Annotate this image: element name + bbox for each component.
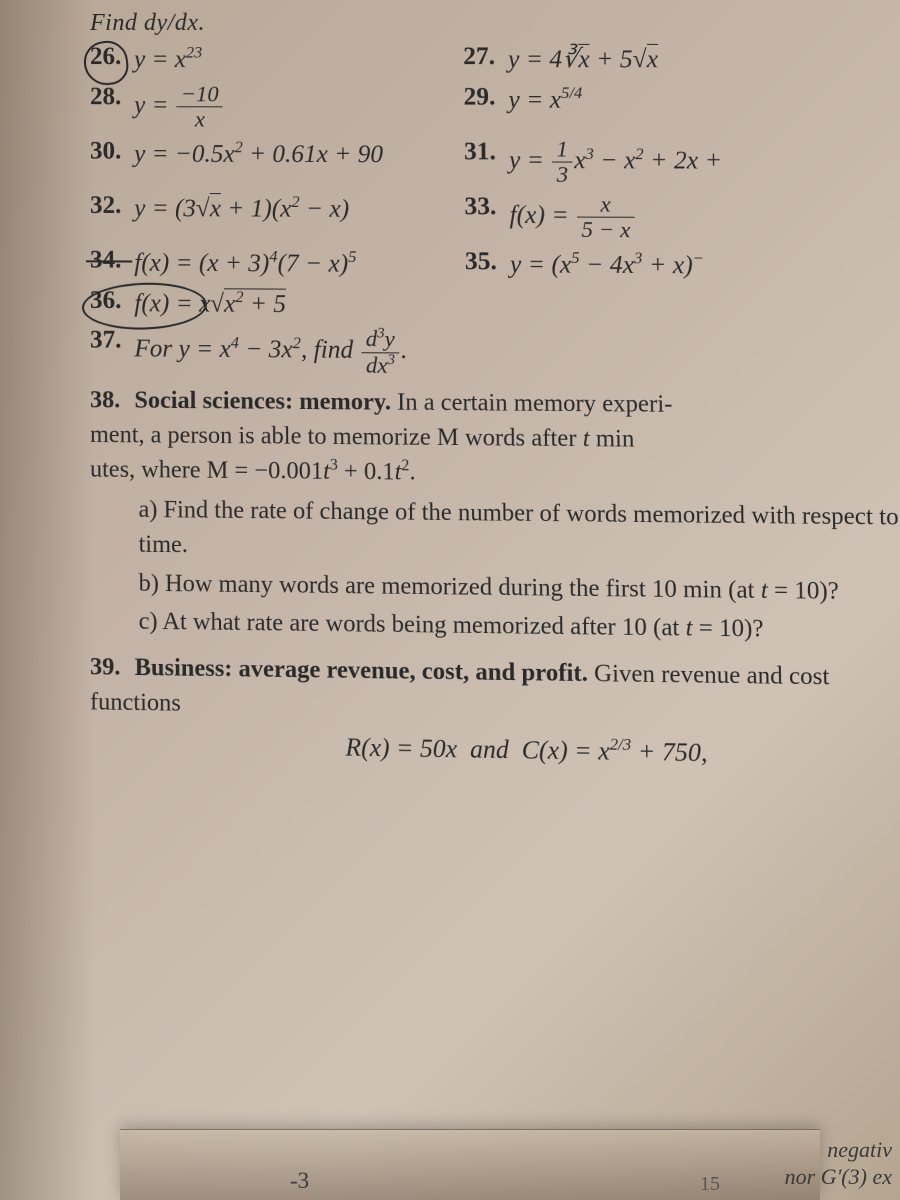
problem-expression: y = 13x3 − x2 + 2x + (509, 138, 723, 187)
problem-row: 26. y = x23 27. y = 4∛x + 5√x (90, 43, 900, 77)
problem-30: 30. y = −0.5x2 + 0.61x + 90 (90, 137, 464, 186)
problem-38b: b) How many words are memorized during t… (90, 566, 900, 610)
problem-38: 38. Social sciences: memory. In a certai… (90, 383, 900, 495)
problem-34: 34. f(x) = (x + 3)4(7 − x)5 (90, 246, 465, 282)
problem-expression: y = x23 (134, 43, 202, 77)
problem-intro: Business: average revenue, cost, and pro… (90, 654, 830, 717)
problem-number: 31. (464, 138, 501, 166)
problem-33: 33. f(x) = x5 − x (464, 193, 900, 244)
problem-number: 36. (90, 286, 126, 315)
problem-39: 39. Business: average revenue, cost, and… (90, 650, 900, 732)
problem-39-equation: R(x) = 50x and C(x) = x2/3 + 750, (131, 731, 900, 772)
problem-38a: a) Find the rate of change of the number… (90, 493, 900, 571)
problem-expression: For y = x4 − 3x2, find d3ydx3. (134, 327, 407, 378)
problem-28: 28. y = −10x (90, 83, 464, 132)
problem-expression: y = 4∛x + 5√x (508, 43, 658, 77)
problem-35: 35. y = (x5 − 4x3 + x)− (465, 247, 900, 284)
problem-expression: f(x) = (x + 3)4(7 − x)5 (134, 246, 356, 281)
problem-32: 32. y = (3√x + 1)(x2 − x) (90, 191, 465, 241)
problem-row: 34. f(x) = (x + 3)4(7 − x)5 35. y = (x5 … (90, 246, 900, 284)
problem-expression: y = (3√x + 1)(x2 − x) (134, 192, 349, 227)
problem-intro: Social sciences: memory. In a certain me… (90, 388, 673, 487)
problem-number: 27. (463, 43, 500, 71)
problem-38c: c) At what rate are words being memorize… (90, 605, 900, 650)
footer-label-left: -3 (290, 1168, 309, 1194)
problem-number: 29. (463, 83, 500, 111)
problem-27: 27. y = 4∛x + 5√x (463, 43, 900, 77)
problem-row: 32. y = (3√x + 1)(x2 − x) 33. f(x) = x5 … (90, 191, 900, 243)
problem-26: 26. y = x23 (90, 43, 463, 77)
problem-expression: y = −10x (134, 83, 225, 131)
problem-row: 28. y = −10x 29. y = x5/4 (90, 83, 900, 133)
problem-number: 33. (464, 193, 501, 222)
section-header: Find dy/dx. (90, 9, 900, 37)
problem-number: 35. (465, 247, 502, 276)
problem-number: 32. (90, 191, 126, 219)
problem-31: 31. y = 13x3 − x2 + 2x + (464, 138, 900, 188)
problem-number: 28. (90, 83, 126, 111)
problem-expression: y = x5/4 (508, 83, 582, 117)
problem-36: 36. f(x) = x√x2 + 5 (90, 286, 465, 322)
problem-expression: y = −0.5x2 + 0.61x + 90 (134, 137, 383, 172)
footer-label-right: negativ nor G'(3) ex (785, 1137, 892, 1190)
footer-label-mid: 15 (700, 1173, 720, 1196)
problem-row: 37. For y = x4 − 3x2, find d3ydx3. (90, 326, 900, 380)
textbook-page: Find dy/dx. 26. y = x23 27. y = 4∛x + 5√… (90, 0, 900, 780)
problem-number: 38. (90, 387, 120, 414)
problem-number: 26. (90, 43, 126, 71)
problem-29: 29. y = x5/4 (463, 83, 900, 132)
problem-number: 39. (90, 654, 120, 681)
problem-expression: f(x) = x5 − x (509, 193, 636, 242)
problem-number: 30. (90, 137, 126, 165)
problem-number: 34. (90, 246, 126, 274)
problem-expression: f(x) = x√x2 + 5 (134, 286, 286, 321)
problem-number: 37. (90, 326, 126, 355)
problem-expression: y = (x5 − 4x3 + x)− (510, 248, 705, 283)
problem-row: 30. y = −0.5x2 + 0.61x + 90 31. y = 13x3… (90, 137, 900, 188)
problem-row: 36. f(x) = x√x2 + 5 (90, 286, 900, 325)
